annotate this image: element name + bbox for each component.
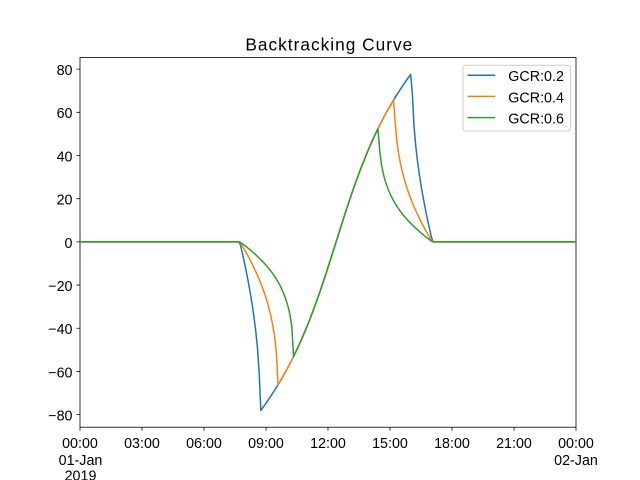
svg-text:12:00: 12:00 [310, 436, 346, 452]
svg-text:2019: 2019 [65, 468, 97, 480]
svg-text:02-Jan: 02-Jan [554, 453, 598, 469]
svg-text:−80: −80 [48, 409, 72, 425]
svg-text:0: 0 [65, 236, 73, 252]
svg-text:GCR:0.4: GCR:0.4 [508, 90, 564, 106]
svg-text:80: 80 [57, 63, 73, 79]
svg-text:21:00: 21:00 [496, 436, 532, 452]
svg-text:03:00: 03:00 [124, 436, 160, 452]
svg-text:00:00: 00:00 [62, 436, 98, 452]
svg-text:15:00: 15:00 [372, 436, 408, 452]
svg-text:00:00: 00:00 [558, 436, 594, 452]
svg-text:18:00: 18:00 [434, 436, 470, 452]
svg-text:60: 60 [57, 106, 73, 122]
svg-text:−60: −60 [48, 365, 72, 381]
svg-text:01-Jan: 01-Jan [59, 453, 103, 469]
svg-text:09:00: 09:00 [248, 436, 284, 452]
svg-text:−20: −20 [48, 279, 72, 295]
svg-text:GCR:0.6: GCR:0.6 [508, 112, 564, 128]
svg-text:06:00: 06:00 [186, 436, 222, 452]
svg-text:20: 20 [57, 193, 73, 209]
svg-text:−40: −40 [48, 322, 72, 338]
svg-text:Backtracking Curve: Backtracking Curve [245, 35, 413, 55]
svg-text:GCR:0.2: GCR:0.2 [508, 69, 564, 85]
svg-text:40: 40 [57, 149, 73, 165]
